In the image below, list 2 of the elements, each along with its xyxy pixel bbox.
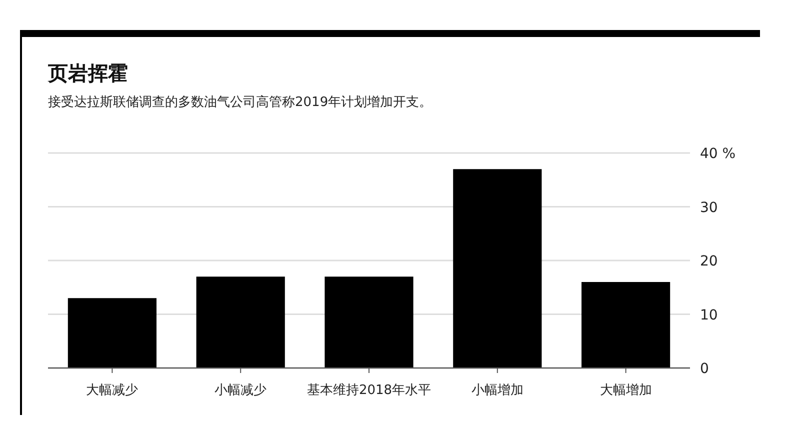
title: 页岩挥霍 <box>48 61 128 85</box>
subtitle: 接受达拉斯联储调查的多数油气公司高管称2019年计划增加开支。 <box>48 95 432 110</box>
